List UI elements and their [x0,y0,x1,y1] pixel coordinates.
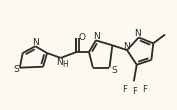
Text: F: F [132,87,137,96]
Text: H: H [63,60,68,69]
Text: S: S [112,66,117,75]
Text: S: S [13,65,19,74]
Text: F: F [122,85,127,94]
Text: N: N [56,58,63,67]
Text: N: N [93,32,100,41]
Text: F: F [142,85,147,94]
Text: O: O [79,33,86,42]
Text: N: N [134,29,141,38]
Text: N: N [123,42,129,51]
Text: N: N [32,38,39,47]
